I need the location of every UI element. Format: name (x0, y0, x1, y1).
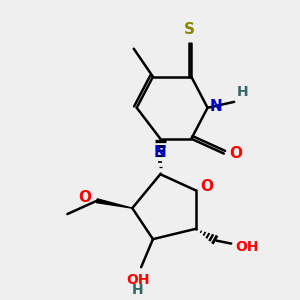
Text: H: H (236, 85, 248, 100)
Text: O: O (200, 179, 213, 194)
Text: O: O (229, 146, 242, 161)
Text: H: H (132, 284, 143, 297)
Text: N: N (153, 145, 166, 160)
Text: S: S (184, 22, 195, 38)
Polygon shape (97, 199, 132, 208)
Text: N: N (210, 99, 223, 114)
Text: O: O (79, 190, 92, 205)
Text: OH: OH (126, 272, 149, 286)
Text: OH: OH (236, 239, 259, 254)
